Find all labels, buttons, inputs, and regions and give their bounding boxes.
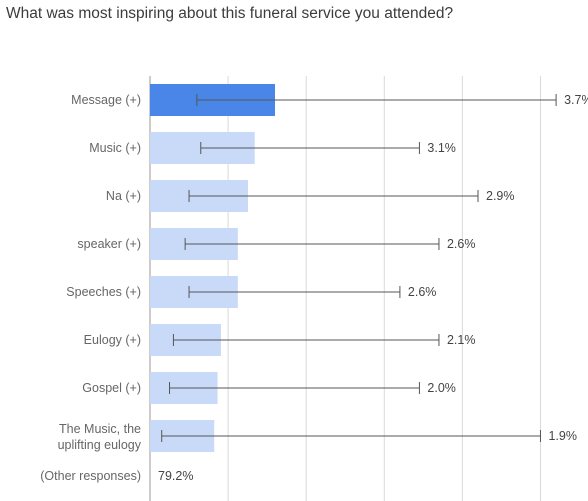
category-label: Message (+) (71, 93, 141, 107)
value-label: 2.0% (427, 381, 456, 395)
category-label: The Music, the uplifting eulogy (58, 422, 142, 452)
value-label: 3.1% (427, 141, 456, 155)
category-label: Gospel (+) (82, 381, 141, 395)
category-label: speaker (+) (77, 237, 141, 251)
other-responses-value: 79.2% (158, 469, 193, 483)
category-label: Music (+) (89, 141, 141, 155)
category-label: Eulogy (+) (84, 333, 141, 347)
category-label: Na (+) (106, 189, 141, 203)
value-label: 3.7% (564, 93, 588, 107)
error-bars (161, 94, 557, 442)
value-label: 2.6% (447, 237, 476, 251)
other-responses: (Other responses) 79.2% (40, 469, 193, 483)
value-label: 2.1% (447, 333, 476, 347)
value-label: 2.6% (408, 285, 437, 299)
other-responses-label: (Other responses) (40, 469, 141, 483)
value-labels: 3.7% 3.1% 2.9% 2.6% 2.6% 2.1% 2.0% 1.9% (408, 93, 588, 443)
bars (150, 84, 275, 452)
value-label: 1.9% (548, 429, 577, 443)
chart-title: What was most inspiring about this funer… (6, 5, 454, 22)
category-label: Speeches (+) (66, 285, 141, 299)
category-labels: Message (+) Music (+) Na (+) speaker (+) Spe… (58, 93, 142, 452)
value-label: 2.9% (486, 189, 515, 203)
